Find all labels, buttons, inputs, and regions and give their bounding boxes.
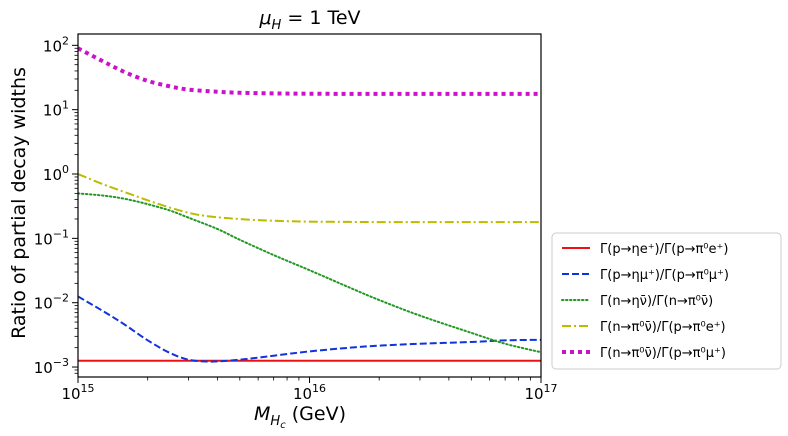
y-tick-label-3: 100 <box>43 163 69 184</box>
x-tick-label-0: 1015 <box>61 382 94 403</box>
x-axis-label: MHc (GeV) <box>254 403 346 431</box>
legend-label-series-eta-mu: Γ(p→ημ⁺)/Γ(p→π⁰μ⁺) <box>600 268 729 283</box>
series-n-pi-mu-line <box>78 46 541 96</box>
y-tick-label-2: 10−1 <box>34 227 69 248</box>
series-n-pi-e-line <box>78 173 541 224</box>
ticks-layer: 1015 1016 1017 10−3 10−2 10−1 100 101 102 <box>34 34 558 403</box>
y-tick-label-1: 10−2 <box>34 292 69 313</box>
xlabel-rest: (GeV) <box>286 403 346 425</box>
y-tick-label-5: 102 <box>43 34 69 55</box>
xlabel-m: M <box>254 403 270 425</box>
y-tick-label-0: 10−3 <box>34 356 69 377</box>
x-tick-label-2: 1017 <box>524 382 557 403</box>
xlabel-sub: H <box>270 414 280 429</box>
legend-label-series-n-pi-e: Γ(n→π⁰ν̄)/Γ(p→π⁰e⁺) <box>600 320 726 335</box>
series-n-eta-line <box>78 192 541 354</box>
legend-label-series-n-eta: Γ(n→ην̄)/Γ(n→π⁰ν̄) <box>600 294 713 309</box>
series-layer <box>78 46 541 363</box>
plot-frame <box>77 33 542 378</box>
series-eta-mu-line <box>78 295 541 363</box>
title-mu: μ <box>258 7 271 29</box>
x-tick-label-1: 1016 <box>293 382 326 403</box>
legend-label-series-n-pi-mu: Γ(n→π⁰ν̄)/Γ(p→π⁰μ⁺) <box>600 346 726 361</box>
y-axis-label: Ratio of partial decay widths <box>8 67 30 339</box>
title-sub: H <box>272 18 282 33</box>
title-rest: = 1 TeV <box>281 7 360 29</box>
legend-label-series-eta-e: Γ(p→ηe⁺)/Γ(p→π⁰e⁺) <box>600 242 728 257</box>
legend: Γ(p→ηe⁺)/Γ(p→π⁰e⁺) Γ(p→ημ⁺)/Γ(p→π⁰μ⁺) Γ(n→… <box>551 232 782 370</box>
legend-box <box>551 232 782 370</box>
xlabel-subsub: c <box>280 420 286 431</box>
y-tick-label-4: 101 <box>43 99 69 120</box>
chart-title: μH = 1 TeV <box>258 7 360 33</box>
